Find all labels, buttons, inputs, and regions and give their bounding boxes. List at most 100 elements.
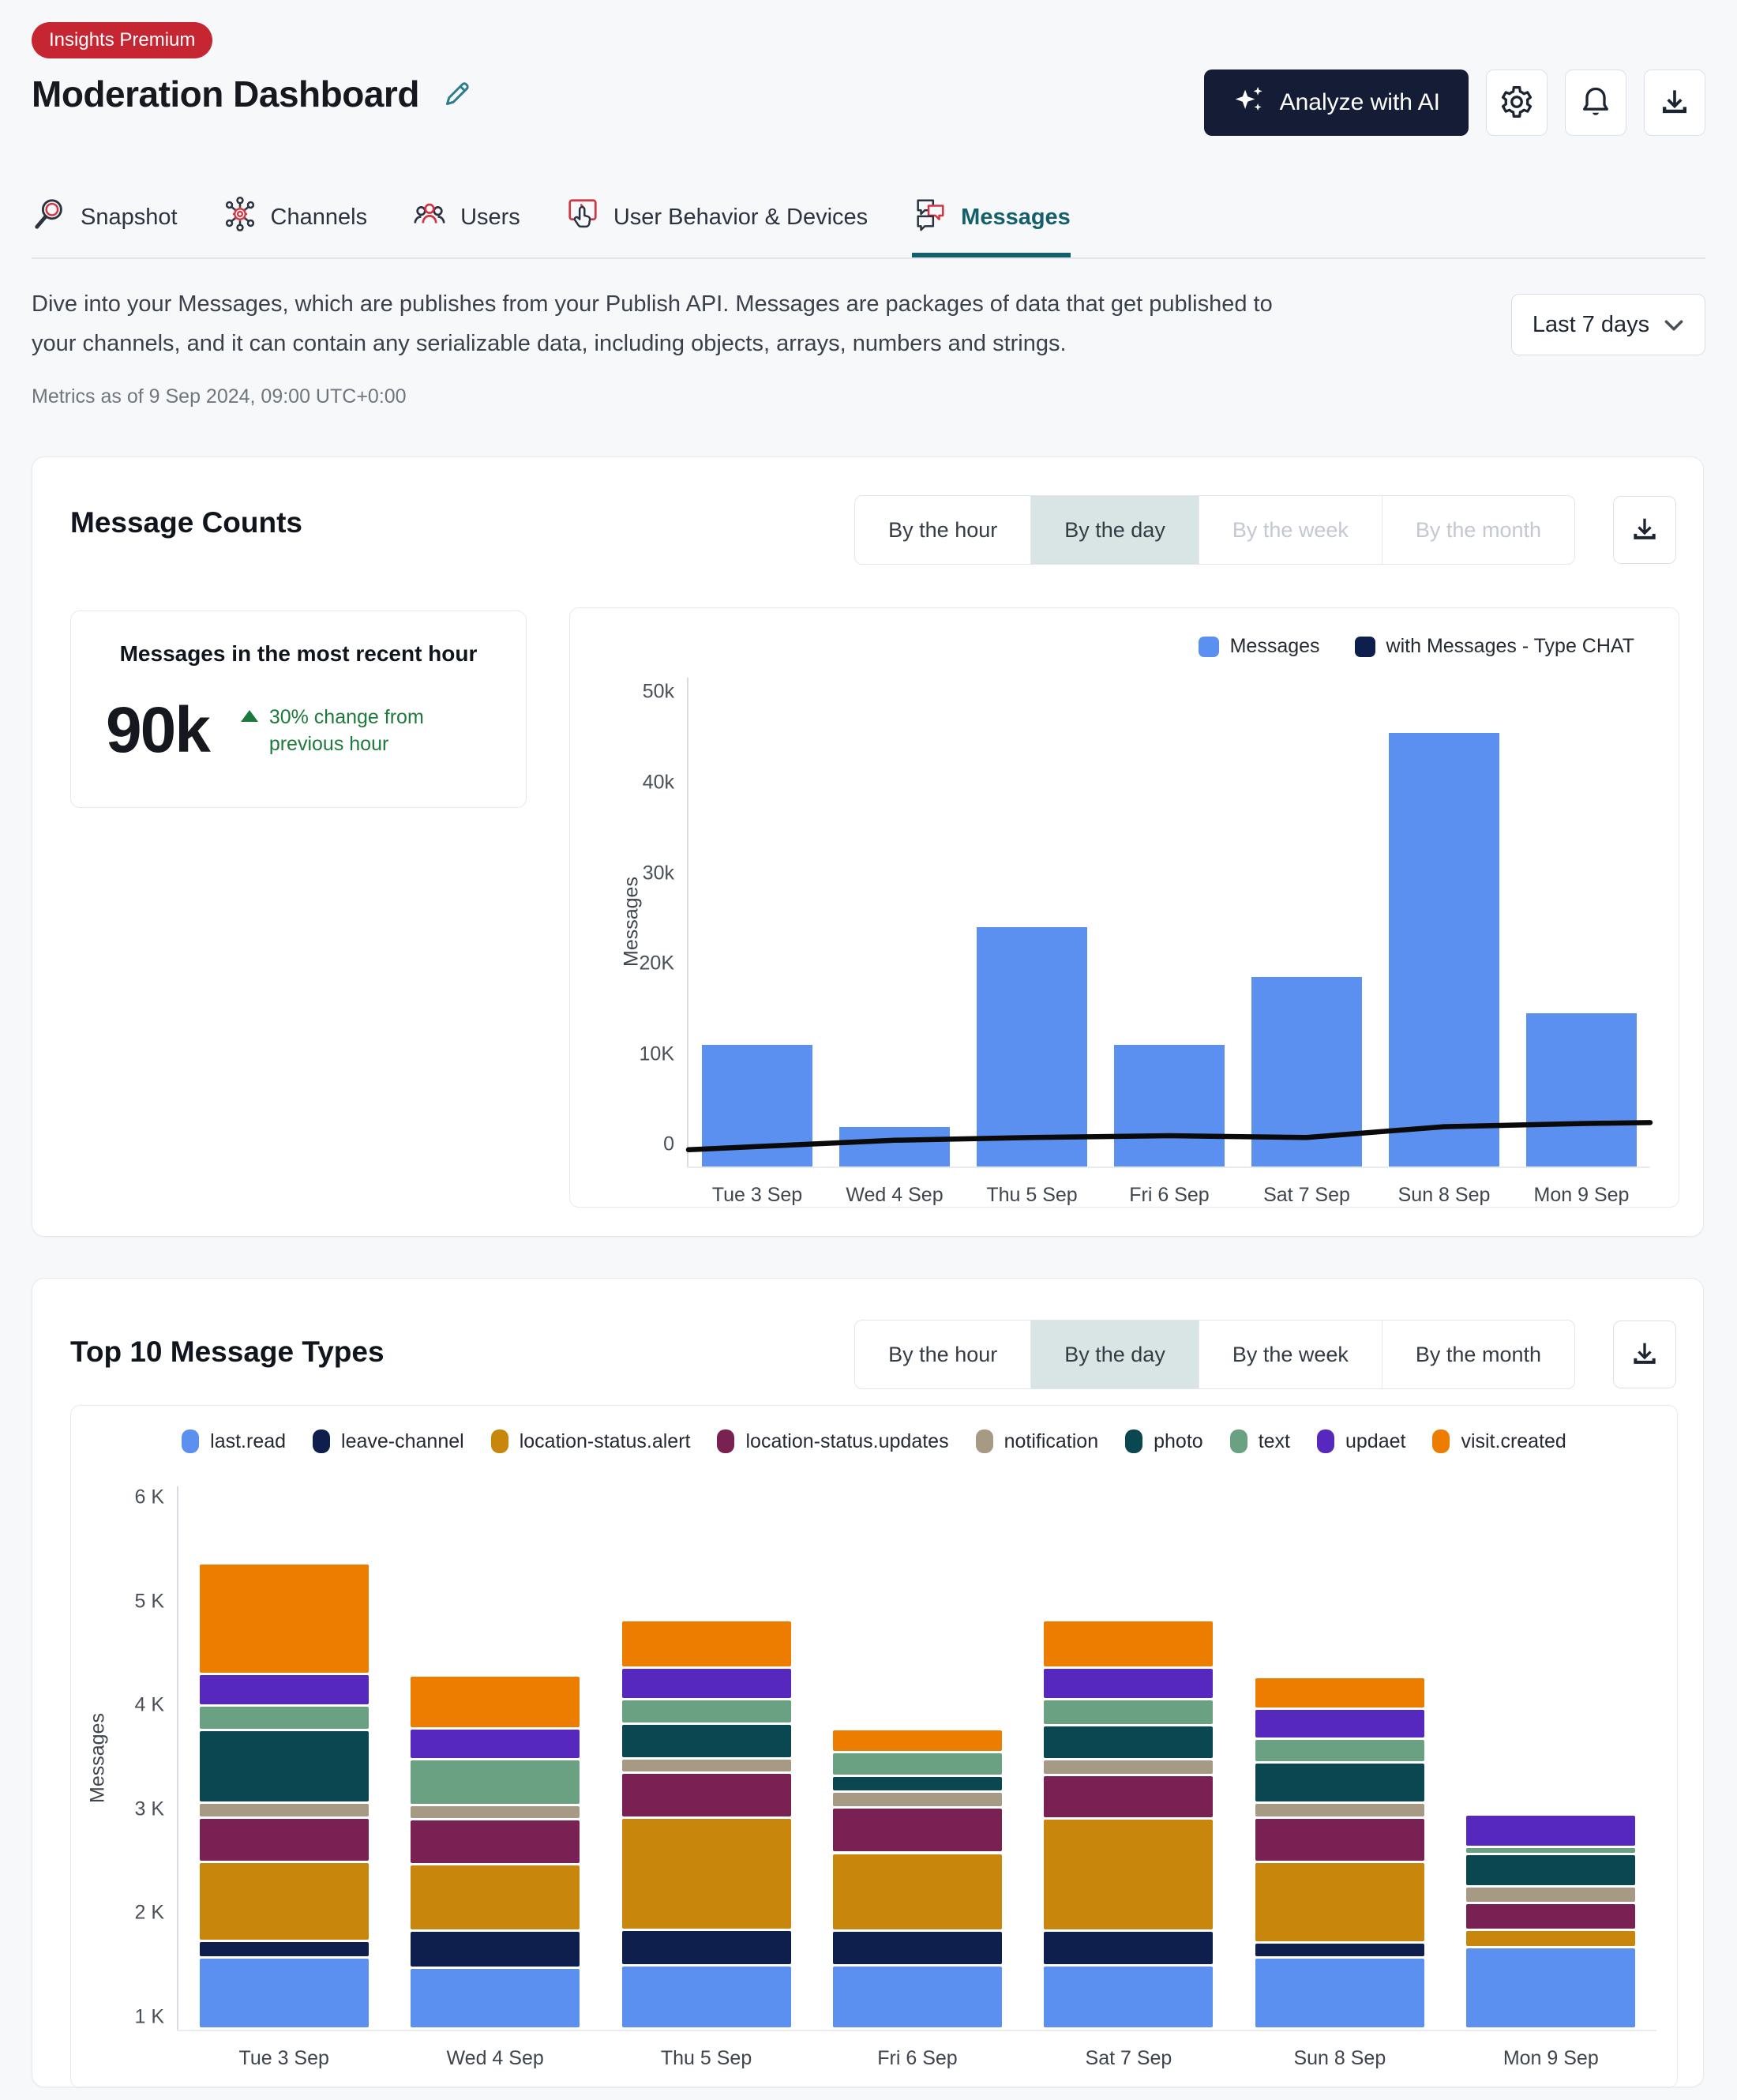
x-tick-label: Wed 4 Sep: [446, 2047, 544, 2069]
stack-segment-visit.created: [1255, 1678, 1424, 1707]
stack-segment-updaet: [621, 1669, 791, 1698]
page-description: Dive into your Messages, which are publi…: [32, 291, 1273, 356]
metrics-asof: Metrics as of 9 Sep 2024, 09:00 UTC+0:00: [32, 385, 407, 408]
stack-segment-updaet: [1044, 1669, 1214, 1698]
legend-label: photo: [1154, 1429, 1203, 1452]
x-tick-label: Tue 3 Sep: [238, 2047, 329, 2069]
legend-label: with Messages - Type CHAT: [1386, 635, 1634, 657]
stack-segment-text: [621, 1700, 791, 1723]
download-icon: [1629, 1338, 1660, 1372]
tab-messages[interactable]: Messages: [912, 196, 1071, 257]
stack-segment-location-status.updates: [1466, 1903, 1636, 1929]
stack-segment-notification: [1255, 1804, 1424, 1816]
tab-label: User Behavior & Devices: [613, 204, 868, 230]
tab-snapshot[interactable]: Snapshot: [32, 196, 178, 257]
stack-segment-text: [1466, 1847, 1636, 1853]
legend-label: Messages: [1229, 635, 1320, 657]
stack-segment-photo: [621, 1725, 791, 1757]
download-chart-button[interactable]: [1613, 496, 1676, 564]
legend-item[interactable]: notification: [975, 1429, 1098, 1453]
tab-label: Messages: [961, 204, 1071, 230]
tab-channels[interactable]: Channels: [222, 196, 368, 257]
message-counts-title: Message Counts: [70, 506, 303, 539]
stack-segment-notification: [1044, 1760, 1214, 1774]
legend-swatch: [182, 1429, 200, 1453]
stack-segment-location-status.updates: [621, 1774, 791, 1816]
stack-segment-updaet: [199, 1675, 369, 1704]
legend-item[interactable]: updaet: [1316, 1429, 1405, 1453]
legend-item[interactable]: location-status.alert: [490, 1429, 690, 1453]
trend-up-icon: [240, 710, 258, 722]
legend-swatch: [975, 1429, 993, 1453]
y-tick-label: 50k: [642, 680, 674, 703]
stack-segment-location-status.alert: [199, 1863, 369, 1940]
granularity-by-the-hour[interactable]: By the hour: [888, 518, 998, 542]
stack-segment-visit.created: [621, 1621, 791, 1667]
legend-item[interactable]: Messages: [1198, 635, 1320, 658]
legend-swatch: [1316, 1429, 1334, 1453]
stack-segment-text: [833, 1753, 1002, 1775]
granularity-by-the-week[interactable]: By the week: [1198, 1320, 1382, 1388]
tab-users[interactable]: Users: [411, 196, 520, 257]
stack-segment-text: [199, 1706, 369, 1730]
stack-segment-leave-channel: [621, 1930, 791, 1964]
stack-segment-photo: [833, 1777, 1002, 1790]
y-tick-label: 1 K: [134, 2005, 164, 2028]
message-counts-controls: By the hour By the day By the week By the m…: [854, 495, 1676, 565]
stack-segment-leave-channel: [1044, 1932, 1214, 1964]
legend-label: leave-channel: [341, 1429, 464, 1452]
stack-segment-leave-channel: [833, 1932, 1002, 1964]
page-header: Moderation Dashboard: [32, 73, 473, 115]
granularity-by-the-day[interactable]: By the day: [1030, 496, 1199, 564]
notifications-button[interactable]: [1565, 69, 1626, 136]
bar-chart-plot: 0 10K 20K 30k 40k 50k Tue 3 Sep Wed 4 Sep Thu 5 …: [640, 678, 1653, 1206]
behavior-icon: [565, 196, 601, 239]
stack-segment-notification: [1466, 1887, 1636, 1902]
granularity-by-the-day[interactable]: By the day: [1030, 1320, 1199, 1388]
legend-item[interactable]: leave-channel: [313, 1429, 464, 1453]
date-range-value: Last 7 days: [1532, 311, 1650, 337]
download-chart-button[interactable]: [1613, 1320, 1676, 1388]
legend-item[interactable]: last.read: [182, 1429, 286, 1453]
stack-segment-visit.created: [411, 1676, 580, 1727]
analyze-with-ai-button[interactable]: Analyze with AI: [1203, 69, 1469, 136]
x-tick-label: Sun 8 Sep: [1293, 2047, 1386, 2069]
legend-item[interactable]: location-status.updates: [717, 1429, 949, 1453]
stack-segment-location-status.updates: [1255, 1818, 1424, 1861]
legend-item[interactable]: photo: [1125, 1429, 1203, 1453]
stack-segment-location-status.alert: [621, 1818, 791, 1929]
legend-swatch: [1229, 1429, 1247, 1453]
bar-wed-4-sep: [839, 1126, 950, 1166]
granularity-by-the-hour[interactable]: By the hour: [888, 1343, 998, 1366]
y-tick-label: 0: [663, 1133, 674, 1155]
legend-item[interactable]: visit.created: [1432, 1429, 1566, 1453]
stack-segment-notification: [833, 1792, 1002, 1806]
legend-item[interactable]: text: [1229, 1429, 1290, 1453]
granularity-by-the-week: By the week: [1198, 496, 1382, 564]
date-range-select[interactable]: Last 7 days: [1511, 294, 1705, 355]
stack-segment-notification: [199, 1804, 369, 1816]
settings-button[interactable]: [1486, 69, 1548, 136]
bar-sun-8-sep: [1389, 732, 1499, 1166]
stack-segment-text: [1255, 1739, 1424, 1762]
stack-segment-last.read: [1044, 1966, 1214, 2027]
tab-user-behavior-devices[interactable]: User Behavior & Devices: [565, 196, 868, 257]
stack-segment-text: [1044, 1700, 1214, 1724]
granularity-by-the-month[interactable]: By the month: [1381, 1320, 1574, 1388]
legend-item[interactable]: with Messages - Type CHAT: [1354, 635, 1634, 658]
stack-segment-photo: [1255, 1764, 1424, 1802]
chart-legend: Messages with Messages - Type CHAT: [1198, 635, 1634, 658]
x-tick-label: Fri 6 Sep: [1129, 1184, 1210, 1206]
y-tick-label: 40k: [642, 771, 674, 794]
download-dashboard-button[interactable]: [1644, 69, 1705, 136]
y-tick-label: 2 K: [134, 1901, 164, 1924]
tab-label: Channels: [270, 204, 368, 230]
edit-title-icon[interactable]: [441, 78, 473, 110]
stack-segment-leave-channel: [199, 1942, 369, 1957]
message-counts-card: Message Counts By the hour By the day By t…: [32, 456, 1704, 1237]
tab-label: Snapshot: [81, 204, 178, 230]
stack-segment-notification: [411, 1806, 580, 1819]
legend-swatch: [1198, 636, 1219, 657]
sparkles-icon: [1232, 85, 1266, 120]
